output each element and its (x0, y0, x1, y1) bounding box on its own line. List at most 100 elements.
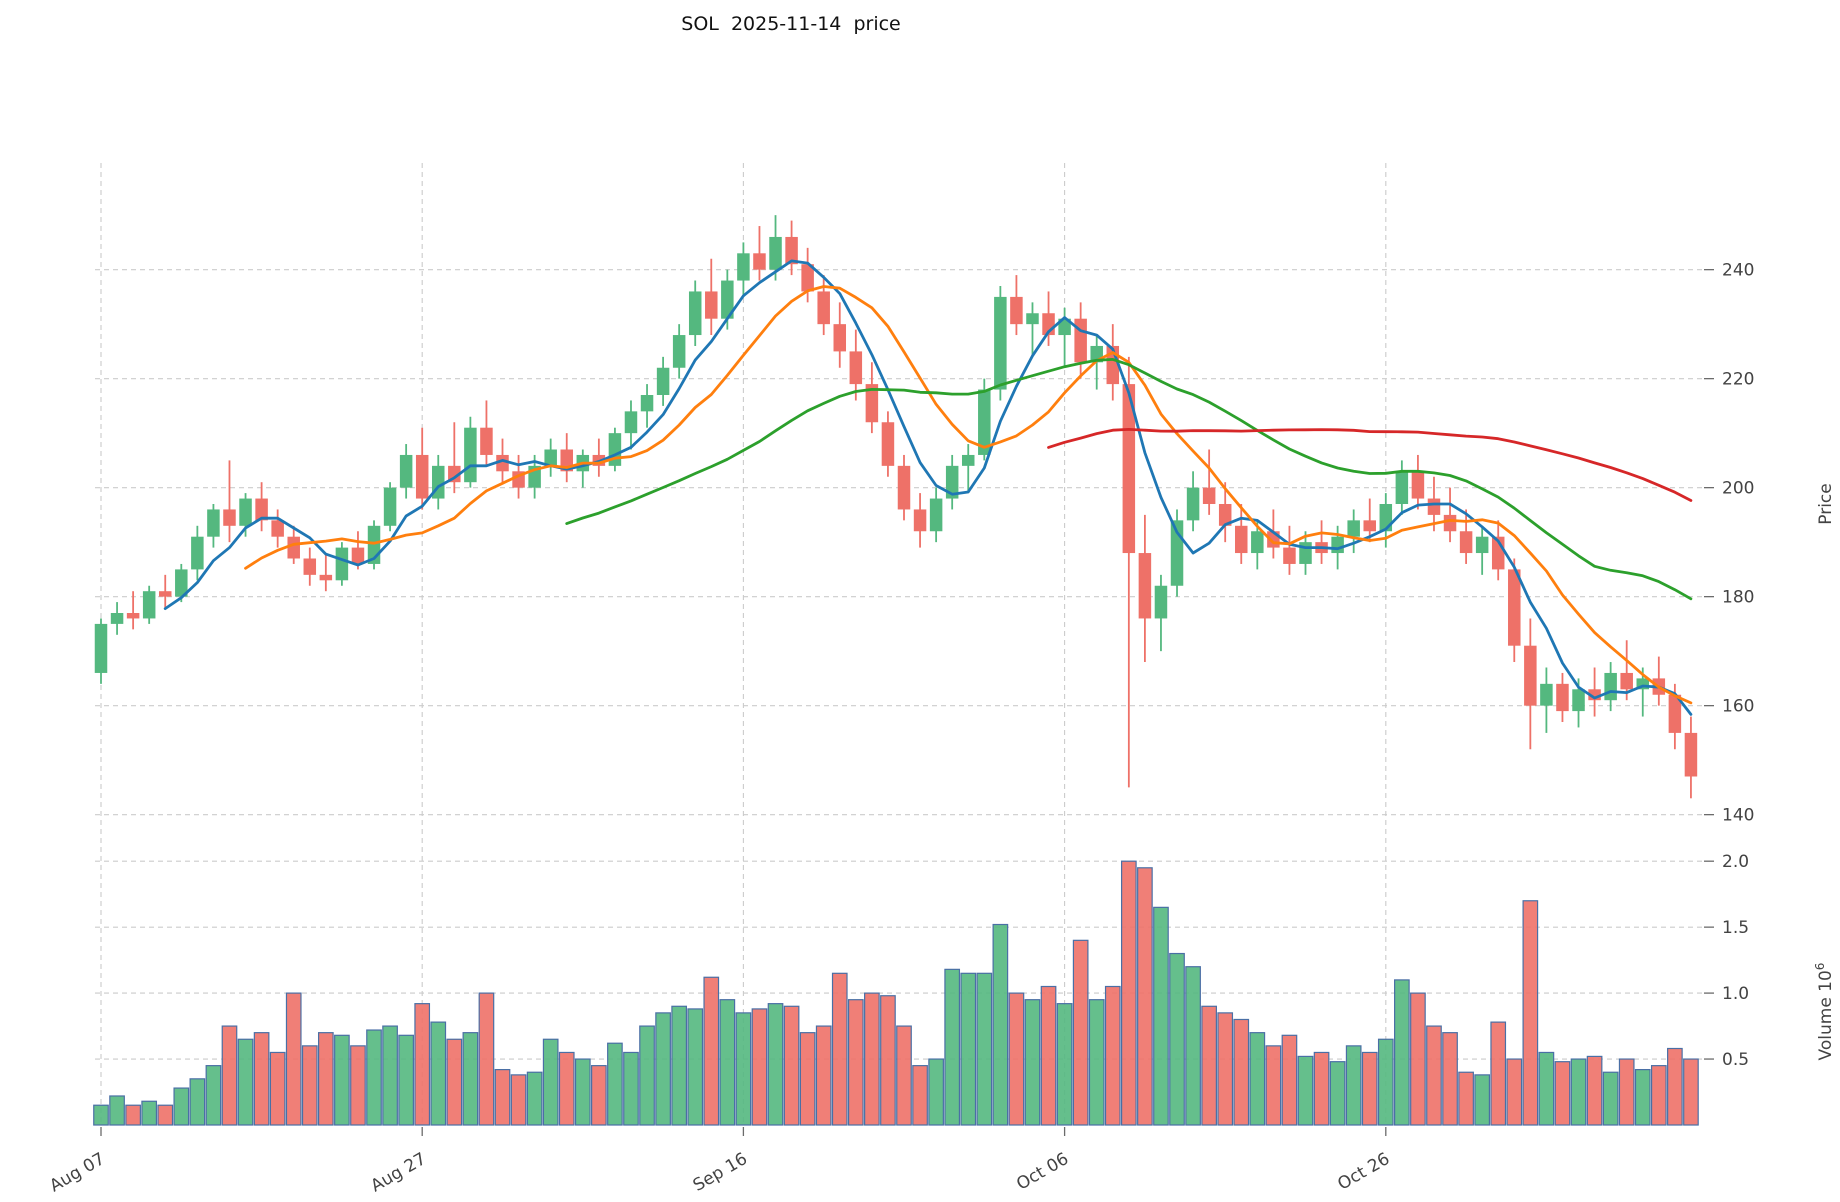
x-tick-label: Oct 26 (1334, 1149, 1393, 1195)
volume-bar (1377, 1038, 1394, 1126)
price-tick-label: 200 (1722, 479, 1754, 499)
candle-down (126, 613, 140, 619)
volume-bar (1008, 992, 1025, 1126)
candle-up (961, 454, 975, 466)
price-tick-label: 240 (1722, 261, 1754, 281)
candle-down (303, 558, 317, 575)
candle-down (1138, 553, 1152, 619)
volume-bar (992, 923, 1009, 1126)
candle-down (1122, 384, 1136, 554)
price-axis-label: Price (1816, 483, 1836, 524)
volume-bar (607, 1042, 623, 1126)
candle-down (496, 454, 509, 472)
candle-down (1010, 296, 1023, 325)
volume-bar (928, 1058, 944, 1126)
candle-up (207, 509, 220, 537)
volume-bar (1265, 1045, 1282, 1126)
volume-bar (574, 1058, 591, 1126)
volume-bar (751, 1008, 768, 1126)
x-tick-label: Oct 06 (1013, 1149, 1072, 1195)
volume-bar (671, 1005, 688, 1126)
candle-up (929, 498, 943, 532)
volume-bar (1361, 1051, 1378, 1126)
candle-down (1411, 471, 1425, 499)
volume-bar (1538, 1051, 1555, 1126)
candle-up (640, 395, 654, 412)
candle-up (383, 487, 397, 526)
candle-up (544, 449, 557, 466)
volume-bar (1667, 1047, 1683, 1126)
volume-bar (1442, 1032, 1458, 1126)
volume-bar (478, 992, 495, 1126)
candle-up (1636, 678, 1650, 690)
volume-bar (1137, 867, 1153, 1126)
price-tick-label: 140 (1722, 806, 1754, 826)
volume-bar (831, 972, 848, 1126)
candle-down (849, 351, 863, 385)
candle-down (1668, 694, 1682, 733)
candle-up (1347, 520, 1360, 537)
candle-down (351, 547, 365, 564)
volume-bar (1249, 1032, 1266, 1126)
volume-bar (687, 1008, 704, 1126)
volume-bar (125, 1104, 141, 1126)
candle-down (319, 574, 333, 581)
volume-bar (1297, 1055, 1314, 1126)
volume-bar (1650, 1065, 1667, 1126)
volume-bar (896, 1025, 912, 1126)
volume-bar (944, 968, 961, 1126)
candle-down (1524, 645, 1537, 706)
candle-up (239, 498, 252, 526)
candle-up (1331, 536, 1344, 554)
volume-bar (960, 972, 977, 1126)
volume-bar (157, 1104, 174, 1126)
volume-bar (847, 999, 864, 1126)
candle-up (1475, 536, 1489, 554)
candle-up (1395, 471, 1409, 504)
x-tick-label: Aug 07 (46, 1149, 108, 1196)
candle-down (1684, 732, 1698, 777)
candle-down (1283, 547, 1296, 564)
volume-bar (1153, 906, 1169, 1126)
candle-down (705, 291, 718, 319)
candle-down (753, 253, 766, 270)
price-tick-label: 220 (1722, 370, 1754, 390)
candle-up (399, 454, 413, 488)
volume-bar (558, 1051, 575, 1126)
volume-bar (655, 1012, 671, 1126)
volume-bar (1426, 1025, 1442, 1126)
candle-up (142, 591, 156, 619)
volume-bar (93, 1104, 109, 1126)
candle-up (624, 411, 638, 434)
volume-bar (253, 1032, 270, 1126)
candle-down (881, 422, 895, 466)
volume-bar (1201, 1005, 1217, 1126)
volume-bar (1602, 1071, 1619, 1126)
volume-bar (301, 1045, 318, 1126)
volume-bar (285, 992, 302, 1126)
volume-bar (1088, 999, 1105, 1126)
volume-bar (591, 1065, 607, 1126)
volume-bar (1634, 1068, 1651, 1126)
candle-down (1508, 569, 1521, 646)
volume-tick-label: 1.0 (1722, 984, 1749, 1004)
candle-down (223, 509, 236, 526)
volume-bar (494, 1068, 511, 1126)
volume-bar (205, 1065, 222, 1126)
candle-up (191, 536, 204, 570)
volume-bar (1570, 1058, 1587, 1126)
price-tick-label: 180 (1722, 588, 1754, 608)
volume-bar (1458, 1071, 1474, 1126)
chart-title: SOL 2025-11-14 price (681, 13, 901, 35)
volume-bar (735, 1012, 752, 1126)
candle-up (656, 367, 670, 395)
volume-bar (1683, 1058, 1699, 1126)
candle-up (94, 623, 108, 673)
volume-bar (1169, 952, 1185, 1126)
candle-up (672, 335, 686, 368)
volume-bar (783, 1005, 800, 1126)
volume-bar (237, 1038, 254, 1126)
x-tick-label: Sep 16 (690, 1149, 751, 1196)
ma-line-sma10 (244, 285, 1693, 705)
